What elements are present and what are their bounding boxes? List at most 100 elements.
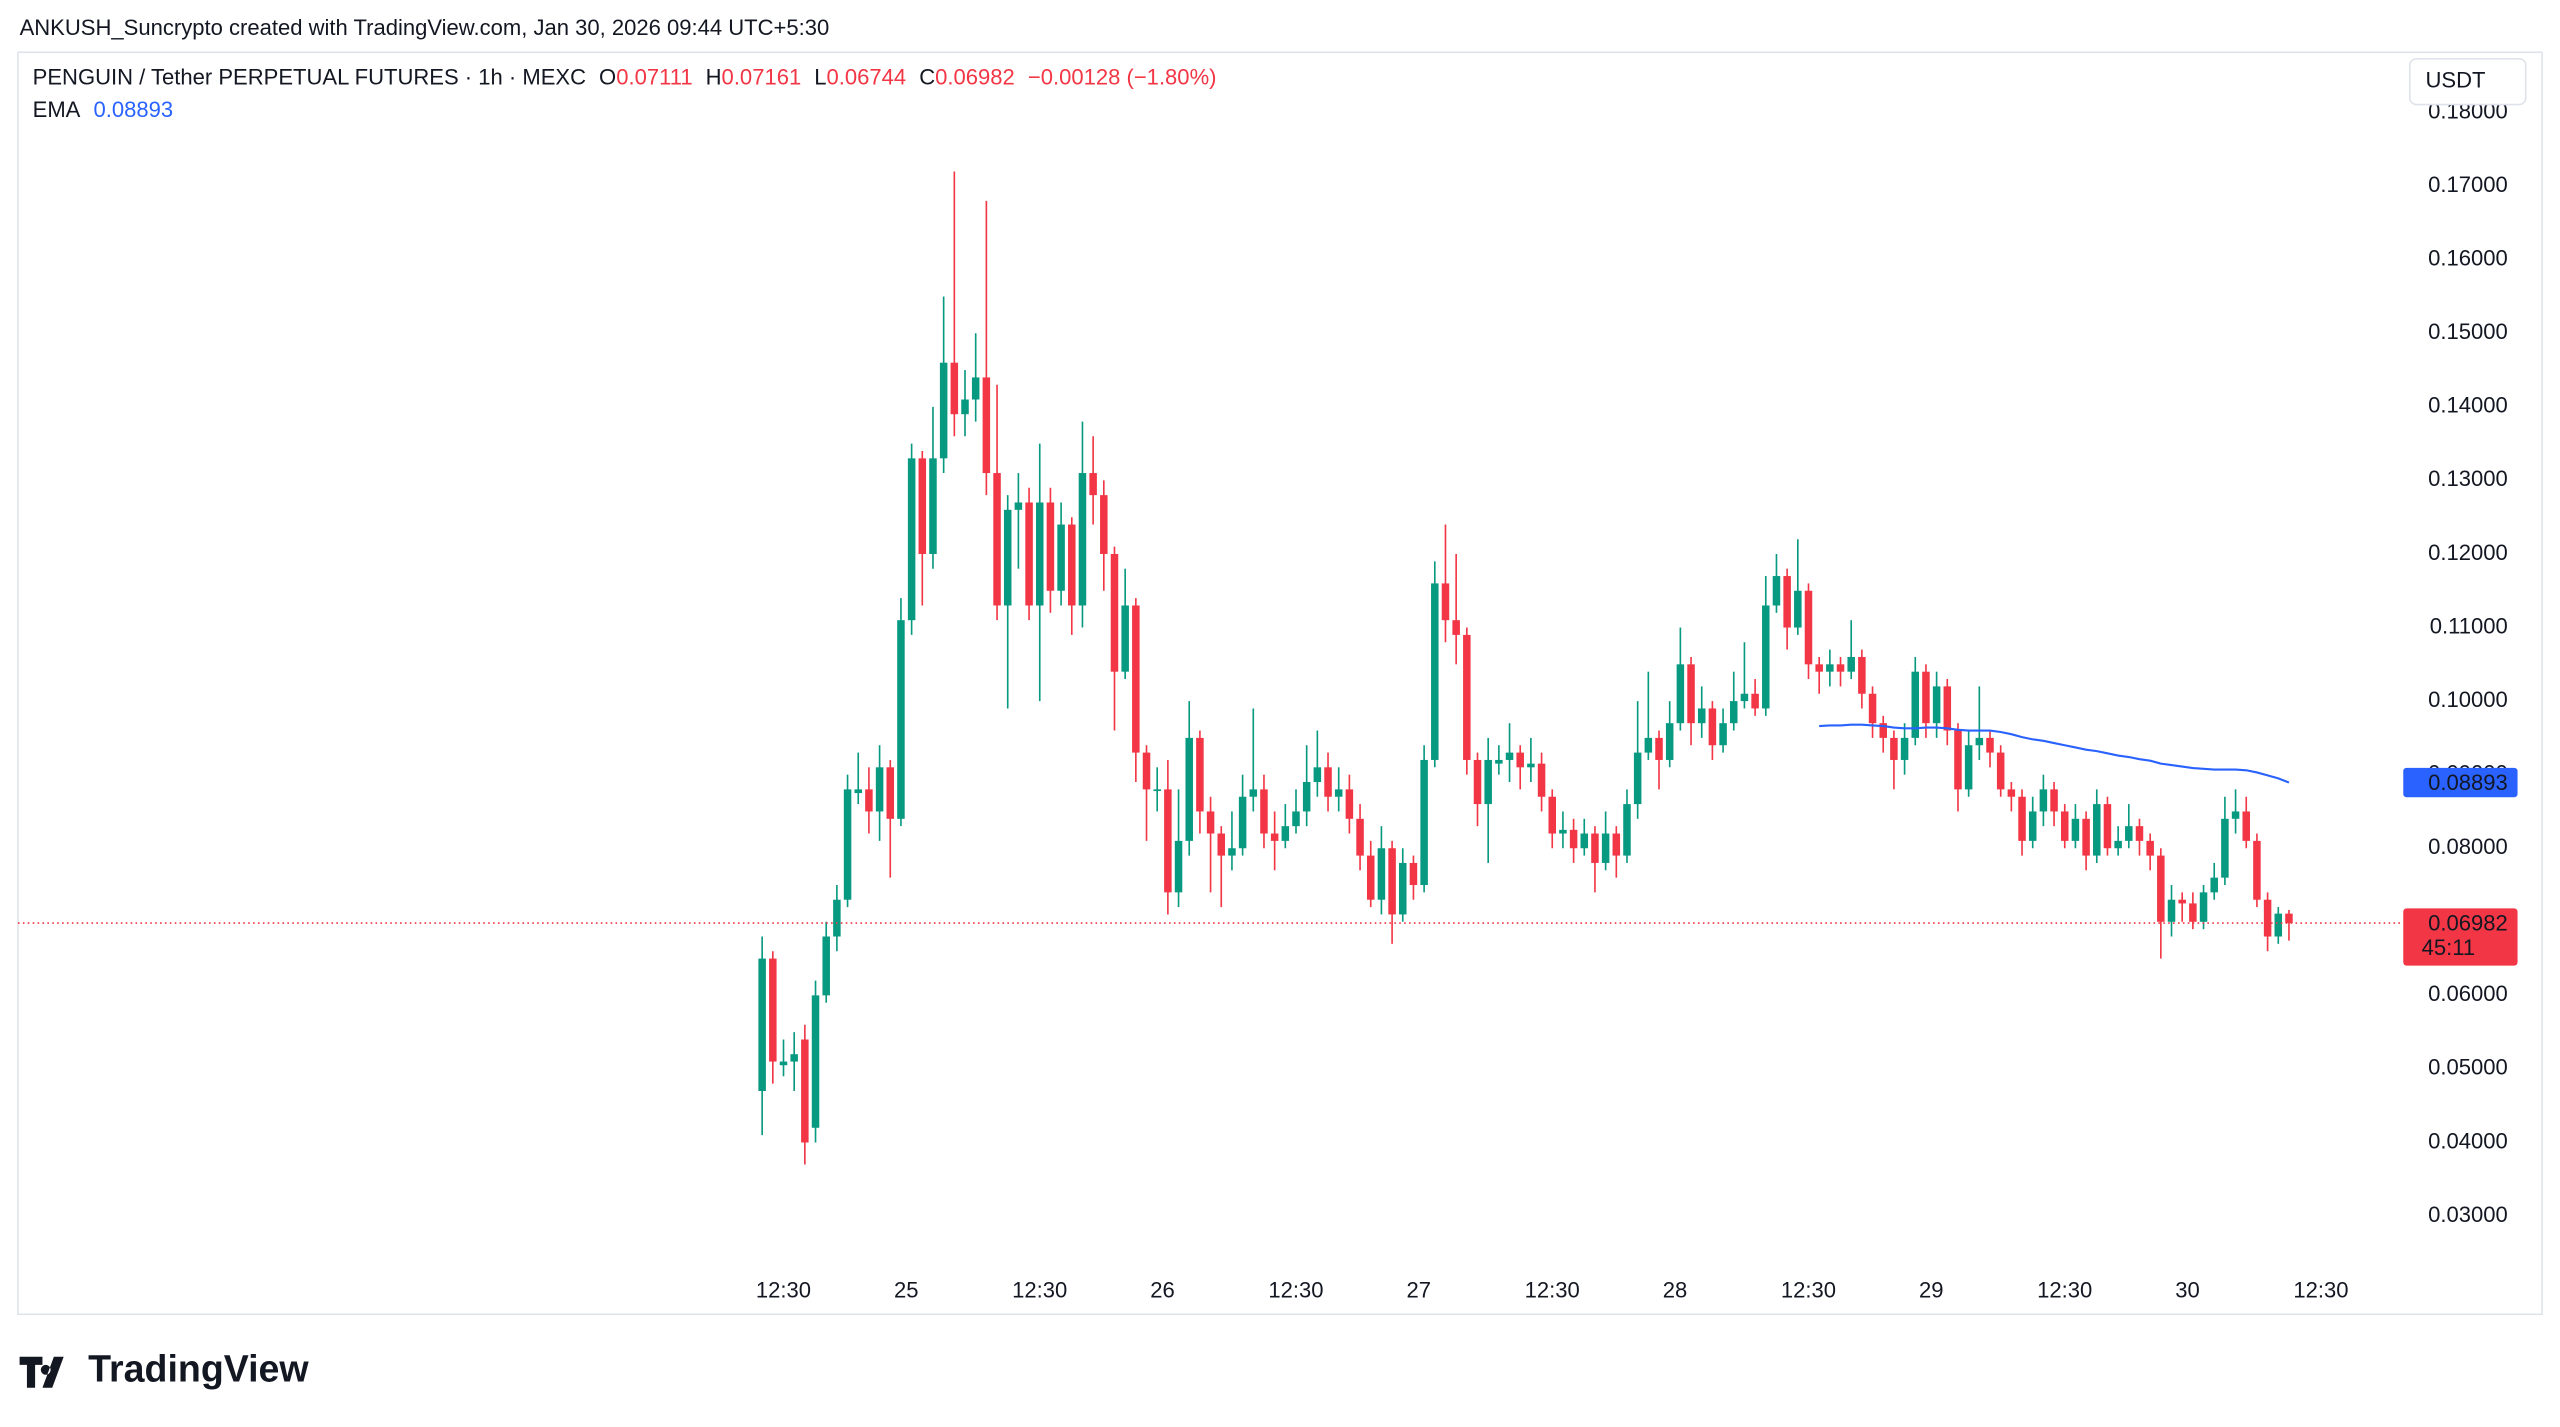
candle-body — [1142, 752, 1151, 790]
candle-body — [790, 1054, 798, 1062]
candle-body — [1441, 583, 1450, 621]
candle-body — [1708, 708, 1717, 746]
candle-body — [1559, 829, 1567, 834]
candle-body — [1196, 737, 1204, 812]
candle-body — [1740, 693, 1749, 702]
candle-body — [2146, 840, 2154, 856]
candle-body — [1751, 693, 1759, 709]
candle-body — [1633, 752, 1642, 805]
chart-frame — [17, 51, 2543, 1316]
candle-body — [1794, 590, 1802, 628]
candle-body — [1836, 664, 1845, 672]
candle-body — [1964, 745, 1973, 790]
candle-body — [1100, 495, 1108, 554]
ohlc-value: 0.07111 — [616, 64, 692, 89]
candle-body — [1025, 502, 1033, 606]
candle-body — [1922, 671, 1930, 724]
candle-body — [779, 1061, 788, 1066]
y-tick-label: 0.10000 — [2428, 687, 2508, 712]
candle-body — [1729, 701, 1738, 724]
candle-body — [2274, 913, 2283, 937]
ema-line — [1819, 723, 2290, 784]
countdown-label: 45:11 — [2422, 935, 2476, 960]
candle-body — [1035, 502, 1044, 606]
candle-body — [1772, 576, 1781, 606]
candle-body — [2253, 840, 2261, 900]
x-tick-label: 26 — [1150, 1277, 1175, 1302]
candle-body — [1174, 840, 1183, 893]
x-tick-label: 12:30 — [2037, 1277, 2092, 1302]
ohlc-value: 0.06982 — [935, 64, 1015, 89]
y-tick-label: 0.11000 — [2430, 613, 2508, 638]
candle-body — [1356, 818, 1364, 856]
candle-body — [1217, 833, 1226, 856]
candle-body — [2167, 899, 2176, 922]
candle-body — [1249, 789, 1258, 797]
candle-body — [833, 899, 841, 937]
candle-body — [918, 458, 927, 554]
candle-body — [1003, 509, 1012, 606]
logo-icon — [19, 1356, 64, 1388]
axes: 0.030000.040000.050000.060000.070000.080… — [756, 98, 2518, 1302]
candle-body — [1996, 752, 2005, 790]
change: −0.00128 (−1.80%) — [1028, 64, 1217, 89]
x-tick-label: 27 — [1407, 1277, 1432, 1302]
candle-body — [1612, 833, 1621, 856]
candle-body — [993, 473, 1001, 606]
currency-button[interactable] — [2408, 57, 2527, 106]
candle-body — [1569, 829, 1578, 849]
candle-body — [1463, 634, 1471, 760]
plot: 0.030000.040000.050000.060000.070000.080… — [17, 98, 2518, 1302]
candle-body — [1313, 767, 1322, 783]
x-tick-label: 25 — [894, 1277, 919, 1302]
last-price-box — [2403, 908, 2518, 966]
logo: TradingView — [19, 1347, 309, 1389]
candle-body — [1986, 737, 1994, 753]
currency-label[interactable]: USDT — [2426, 67, 2486, 92]
candle-body — [1334, 789, 1343, 797]
y-tick-label: 0.16000 — [2428, 246, 2508, 271]
x-tick-label: 12:30 — [1012, 1277, 1067, 1302]
y-tick-label: 0.06000 — [2428, 981, 2508, 1006]
candle-body — [1057, 524, 1065, 591]
candle-body — [1228, 848, 1236, 856]
candle-body — [1868, 693, 1877, 724]
candle-body — [1270, 833, 1279, 841]
y-tick-label: 0.05000 — [2428, 1055, 2508, 1080]
candle-body — [1121, 605, 1129, 672]
candle-body — [2125, 826, 2133, 841]
legend-line: PENGUIN / Tether PERPETUAL FUTURES · 1h … — [33, 64, 1217, 89]
ohlc-value: 0.07161 — [722, 64, 802, 89]
candle-body — [886, 767, 895, 819]
candle-body — [1975, 737, 1984, 746]
candle-body — [1537, 763, 1546, 797]
candle-body — [1697, 708, 1706, 724]
candle-body — [1804, 590, 1813, 665]
x-tick-label: 12:30 — [2293, 1277, 2348, 1302]
candle-body — [1366, 855, 1375, 900]
ema-price-label: 0.08893 — [2428, 770, 2508, 795]
candle-body — [769, 958, 777, 1062]
candle-body — [2103, 804, 2112, 849]
candle-body — [1014, 502, 1023, 510]
candle-body — [907, 458, 916, 621]
candle-body — [2007, 789, 2016, 797]
candle-body — [2082, 818, 2090, 856]
candle-body — [1601, 833, 1610, 863]
candle-body — [1206, 811, 1215, 834]
candle-body — [1452, 620, 1460, 635]
candle-body — [1046, 502, 1055, 591]
candle-body — [2263, 899, 2272, 937]
candle-body — [1687, 664, 1695, 724]
candle-body — [1409, 862, 1418, 886]
indicator-legend: EMA 0.08893 — [33, 97, 173, 122]
candle-body — [875, 767, 884, 812]
candle-body — [1847, 656, 1855, 672]
candle-body — [2178, 899, 2186, 904]
x-tick-label: 29 — [1919, 1277, 1944, 1302]
candle-body — [1238, 796, 1247, 849]
candle-body — [1900, 737, 1909, 760]
ema-price-box — [2403, 767, 2518, 798]
indicator-name: EMA — [33, 97, 81, 122]
last-price-label: 0.06982 — [2428, 911, 2508, 936]
